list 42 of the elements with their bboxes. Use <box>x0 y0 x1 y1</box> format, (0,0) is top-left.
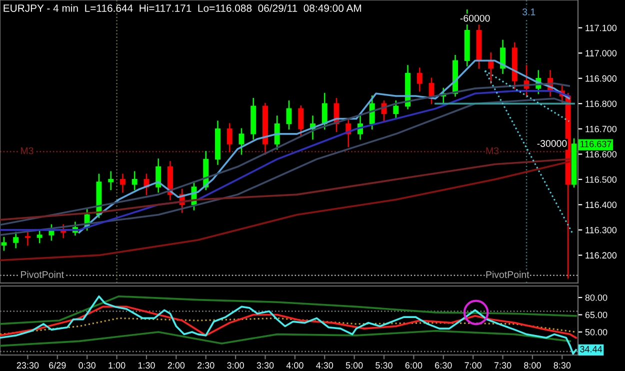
ref-line-label: PivotPoint <box>21 270 64 278</box>
x-tick-label: 5:00 <box>346 362 363 369</box>
annotation: 34.44 <box>580 346 602 352</box>
y-tick-label: 50.00 <box>585 328 608 336</box>
x-tick-label: 3:30 <box>256 362 274 369</box>
x-tick-label: 7:30 <box>494 362 512 369</box>
annotation: -30000 <box>537 140 567 147</box>
text: M3 <box>486 147 499 154</box>
x-tick-label: 4:30 <box>316 362 334 369</box>
y-tick-label: 116.200 <box>586 252 617 259</box>
x-tick-label: 2:30 <box>198 362 214 369</box>
x-tick-label: 6:30 <box>435 362 452 369</box>
annotation: 3.1 <box>522 8 536 16</box>
y-tick-label: 116.500 <box>586 176 617 183</box>
x-tick-label: 6/29 <box>49 362 66 369</box>
text: PivotPoint <box>486 270 530 278</box>
annotation: -60000 <box>460 14 490 22</box>
y-tick-label: 116.600 <box>586 151 617 158</box>
y-tick-label: 65.00 <box>585 312 608 318</box>
x-tick-label: 23:30 <box>16 362 39 369</box>
y-tick-label: 117.000 <box>586 50 617 56</box>
y-tick-label: 116.400 <box>586 202 617 208</box>
y-tick-label: 117.100 <box>586 24 617 32</box>
x-tick-label: 6:00 <box>405 362 422 369</box>
x-tick-label: 1:00 <box>108 362 126 369</box>
x-tick-label: 3:00 <box>227 362 244 369</box>
y-tick-label: 116.300 <box>586 226 617 234</box>
y-tick-label: 116.900 <box>586 75 617 82</box>
y-tick-label: 80.00 <box>585 294 608 301</box>
y-tick-label: 116.700 <box>586 126 617 132</box>
y-tick-label: 116.800 <box>586 100 617 107</box>
chart-title: EURJPY - 4 min L=116.644 Hi=117.171 Lo=116.088 06/29/11 08:49:00 AM <box>4 4 362 12</box>
x-tick-label: 8:30 <box>554 362 571 369</box>
x-tick-label: 5:30 <box>376 362 392 369</box>
x-tick-label: 0:30 <box>78 362 96 369</box>
x-tick-label: 4:00 <box>286 362 304 369</box>
x-tick-label: 8:00 <box>524 362 541 369</box>
ref-line-label: M3 <box>21 147 34 154</box>
annotation: 116.637 <box>580 140 612 148</box>
x-tick-label: 7:00 <box>464 362 482 369</box>
x-tick-label: 1:30 <box>138 362 155 369</box>
x-tick-label: 2:00 <box>168 362 185 369</box>
